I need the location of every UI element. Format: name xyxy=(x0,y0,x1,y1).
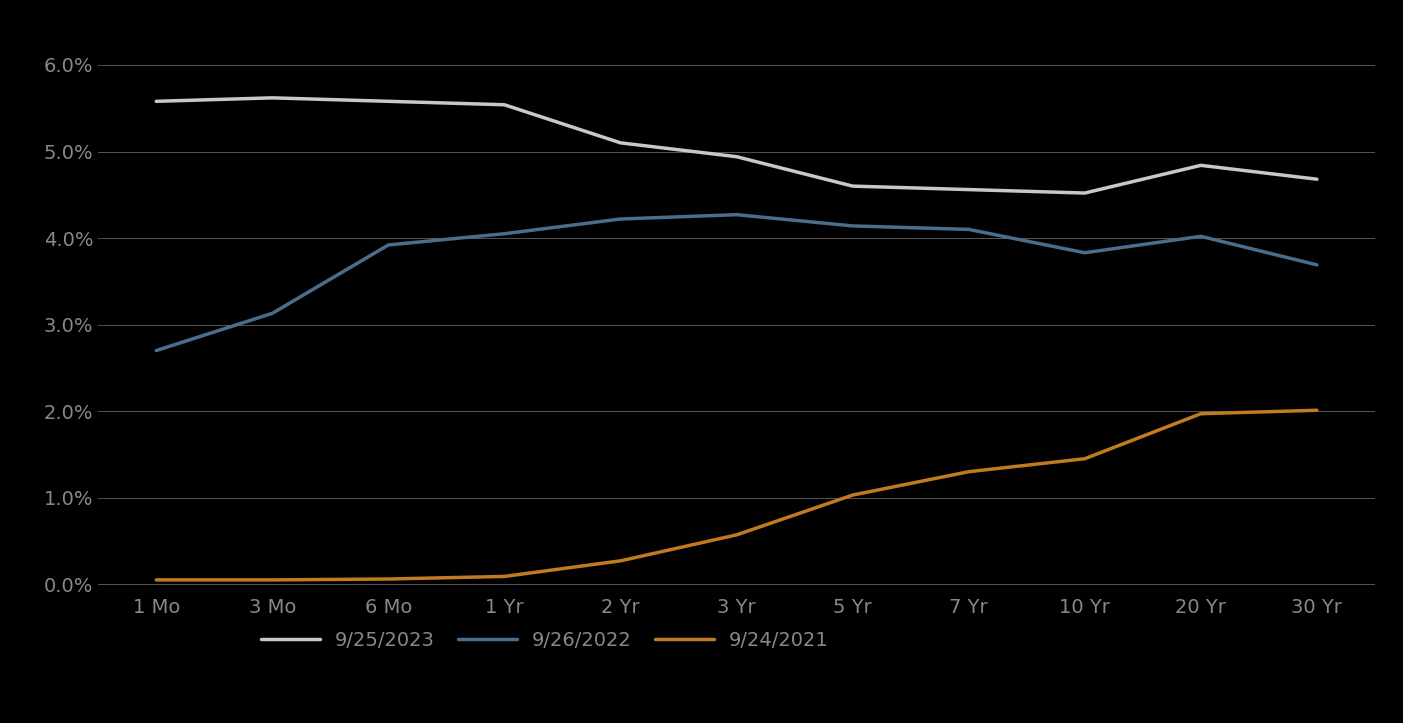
9/24/2021 xyxy=(1076,454,1093,463)
9/24/2021 xyxy=(147,576,164,584)
9/25/2023 xyxy=(845,181,861,190)
9/25/2023 xyxy=(1193,161,1209,170)
9/26/2022 xyxy=(612,215,629,223)
9/25/2023 xyxy=(380,97,397,106)
9/25/2023 xyxy=(147,97,164,106)
9/25/2023 xyxy=(612,139,629,147)
9/24/2021 xyxy=(612,557,629,565)
Line: 9/24/2021: 9/24/2021 xyxy=(156,410,1317,580)
9/25/2023 xyxy=(497,100,513,109)
9/26/2022 xyxy=(728,210,745,219)
9/24/2021 xyxy=(497,572,513,581)
9/25/2023 xyxy=(1076,189,1093,197)
9/24/2021 xyxy=(1309,406,1326,414)
9/24/2021 xyxy=(1193,409,1209,418)
9/25/2023 xyxy=(960,185,976,194)
9/25/2023 xyxy=(728,153,745,161)
9/24/2021 xyxy=(380,575,397,583)
9/26/2022 xyxy=(147,346,164,355)
9/26/2022 xyxy=(497,229,513,238)
9/26/2022 xyxy=(380,241,397,249)
9/24/2021 xyxy=(960,467,976,476)
9/24/2021 xyxy=(728,531,745,539)
9/26/2022 xyxy=(960,225,976,234)
9/26/2022 xyxy=(845,221,861,230)
Legend: 9/25/2023, 9/26/2022, 9/24/2021: 9/25/2023, 9/26/2022, 9/24/2021 xyxy=(254,623,836,657)
Line: 9/25/2023: 9/25/2023 xyxy=(156,98,1317,193)
9/25/2023 xyxy=(1309,175,1326,184)
Line: 9/26/2022: 9/26/2022 xyxy=(156,215,1317,351)
9/26/2022 xyxy=(1076,249,1093,257)
9/25/2023 xyxy=(264,93,281,102)
9/26/2022 xyxy=(1309,260,1326,269)
9/24/2021 xyxy=(264,576,281,584)
9/26/2022 xyxy=(1193,232,1209,241)
9/24/2021 xyxy=(845,491,861,500)
9/26/2022 xyxy=(264,309,281,317)
